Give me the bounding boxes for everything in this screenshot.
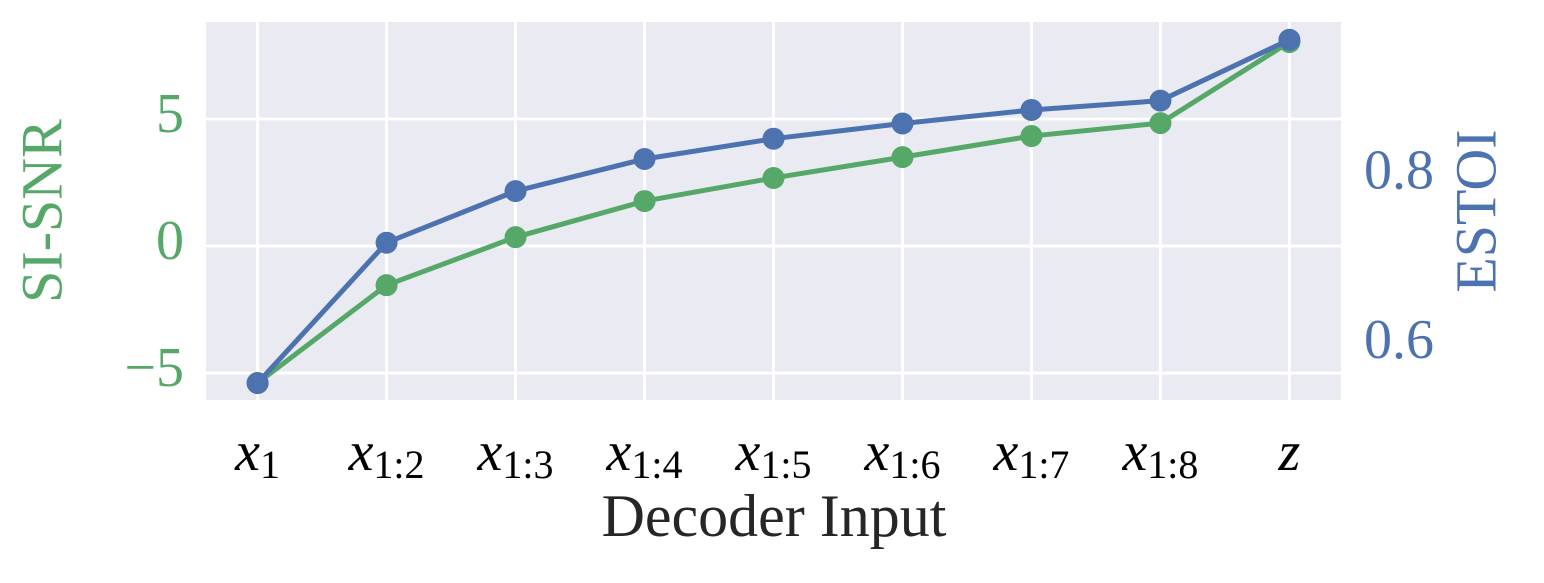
x-tick-label: x1:5 — [735, 421, 812, 487]
y2-tick-label: 0.8 — [1364, 140, 1434, 202]
x-tick-label: x1:3 — [477, 421, 554, 487]
data-point — [762, 127, 785, 150]
data-point — [633, 147, 656, 170]
data-point — [375, 231, 398, 254]
data-point — [504, 226, 527, 249]
data-point — [633, 190, 656, 213]
y-axis-label: SI-SNR — [9, 119, 74, 303]
data-point — [762, 166, 785, 189]
data-point — [1149, 89, 1172, 112]
x-tick-label: x1:7 — [992, 421, 1069, 487]
y2-tick-label: 0.6 — [1364, 309, 1434, 371]
x-axis-label: Decoder Input — [602, 483, 947, 549]
data-point — [891, 146, 914, 169]
x-tick-label: x1:4 — [606, 421, 683, 487]
x-tick-label: x1:2 — [348, 421, 425, 487]
y-tick-label: 5 — [156, 83, 184, 145]
data-point — [1020, 125, 1043, 148]
x-tick-label: x1:6 — [863, 421, 940, 487]
data-point — [891, 112, 914, 135]
data-point — [1020, 98, 1043, 121]
y-tick-label: 0 — [156, 210, 184, 272]
y-tick-label: −5 — [124, 337, 184, 399]
data-point — [375, 274, 398, 297]
y2-axis-label: ESTOI — [1443, 129, 1508, 292]
x-tick-label: x1:8 — [1121, 421, 1198, 487]
x-tick-label: z — [1278, 421, 1301, 483]
data-point — [246, 372, 269, 395]
x-tick-label: x1 — [234, 421, 280, 487]
data-point — [1278, 28, 1301, 51]
data-point — [1149, 112, 1172, 135]
data-point — [504, 180, 527, 203]
